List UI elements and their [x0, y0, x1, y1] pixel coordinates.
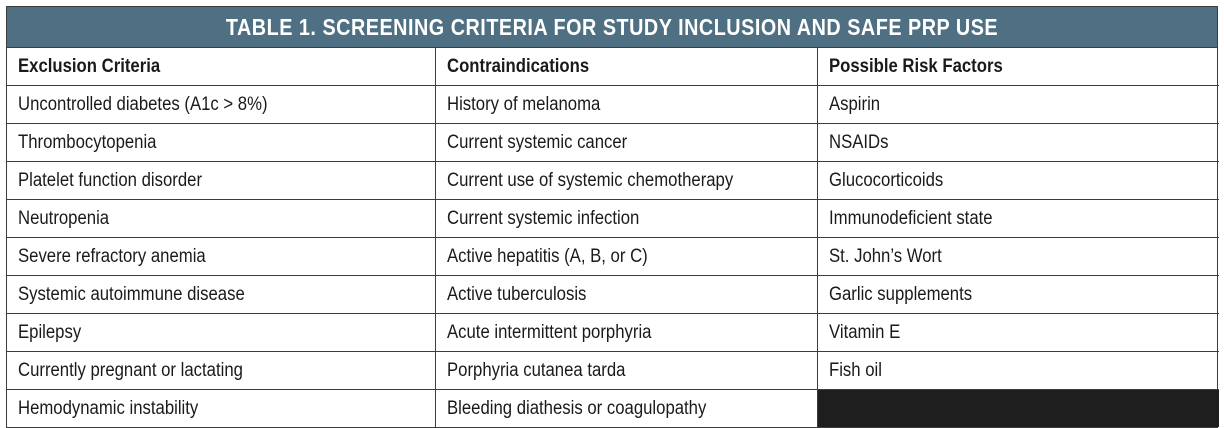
table-row: Uncontrolled diabetes (A1c > 8%) History … — [7, 85, 1219, 124]
table-row: Currently pregnant or lactating Porphyria… — [7, 351, 1219, 390]
table-title-bar: TABLE 1. SCREENING CRITERIA FOR STUDY IN… — [7, 7, 1217, 48]
table-row: Platelet function disorder Current use of… — [7, 161, 1219, 200]
contraindication-cell: Current systemic cancer — [434, 123, 818, 162]
table-row: Severe refractory anemia Active hepatitis… — [7, 237, 1219, 276]
risk-factor-cell: Glucocorticoids — [816, 161, 1219, 200]
exclusion-criterion-cell: Platelet function disorder — [7, 161, 436, 200]
exclusion-criterion-cell: Systemic autoimmune disease — [7, 275, 436, 314]
exclusion-criterion-cell: Currently pregnant or lactating — [7, 351, 436, 390]
contraindication-cell: Current use of systemic chemotherapy — [434, 161, 818, 200]
contraindication-cell: History of melanoma — [434, 85, 818, 124]
contraindication-cell: Active tuberculosis — [434, 275, 818, 314]
exclusion-criterion-cell: Uncontrolled diabetes (A1c > 8%) — [7, 85, 436, 124]
table-row: Hemodynamic instability Bleeding diathesi… — [7, 389, 1219, 427]
screening-criteria-table: TABLE 1. SCREENING CRITERIA FOR STUDY IN… — [6, 6, 1219, 428]
criteria-table: Exclusion Criteria Contraindications Pos… — [7, 48, 1219, 427]
exclusion-criterion-cell: Hemodynamic instability — [7, 389, 436, 427]
contraindication-cell: Bleeding diathesis or coagulopathy — [434, 389, 818, 427]
header-row: Exclusion Criteria Contraindications Pos… — [7, 48, 1219, 86]
risk-factor-cell: NSAIDs — [816, 123, 1219, 162]
table-row: Neutropenia Current systemic infection Imm… — [7, 199, 1219, 238]
table-row: Systemic autoimmune disease Active tuberc… — [7, 275, 1219, 314]
contraindication-cell: Acute intermittent porphyria — [434, 313, 818, 352]
exclusion-criterion-cell: Severe refractory anemia — [7, 237, 436, 276]
exclusion-criterion-cell: Neutropenia — [7, 199, 436, 238]
contraindication-cell: Porphyria cutanea tarda — [434, 351, 818, 390]
risk-factor-cell: St. John’s Wort — [816, 237, 1219, 276]
risk-factor-cell: Vitamin E — [816, 313, 1219, 352]
risk-factor-cell: Fish oil — [816, 351, 1219, 390]
contraindication-cell: Active hepatitis (A, B, or C) — [434, 237, 818, 276]
risk-factor-cell: Immunodeficient state — [816, 199, 1219, 238]
table-title: TABLE 1. SCREENING CRITERIA FOR STUDY IN… — [225, 13, 999, 40]
exclusion-criterion-cell: Epilepsy — [7, 313, 436, 352]
contraindication-cell: Current systemic infection — [434, 199, 818, 238]
empty-shaded-cell — [816, 389, 1219, 427]
column-header-contraindications: Contraindications — [434, 48, 818, 86]
column-header-exclusion: Exclusion Criteria — [7, 48, 436, 86]
table-row: Thrombocytopenia Current systemic cancer N… — [7, 123, 1219, 162]
table-body: Uncontrolled diabetes (A1c > 8%) History … — [7, 85, 1219, 427]
risk-factor-cell: Garlic supplements — [816, 275, 1219, 314]
table-row: Epilepsy Acute intermittent porphyria Vita… — [7, 313, 1219, 352]
exclusion-criterion-cell: Thrombocytopenia — [7, 123, 436, 162]
risk-factor-cell: Aspirin — [816, 85, 1219, 124]
column-header-risk-factors: Possible Risk Factors — [816, 48, 1219, 86]
